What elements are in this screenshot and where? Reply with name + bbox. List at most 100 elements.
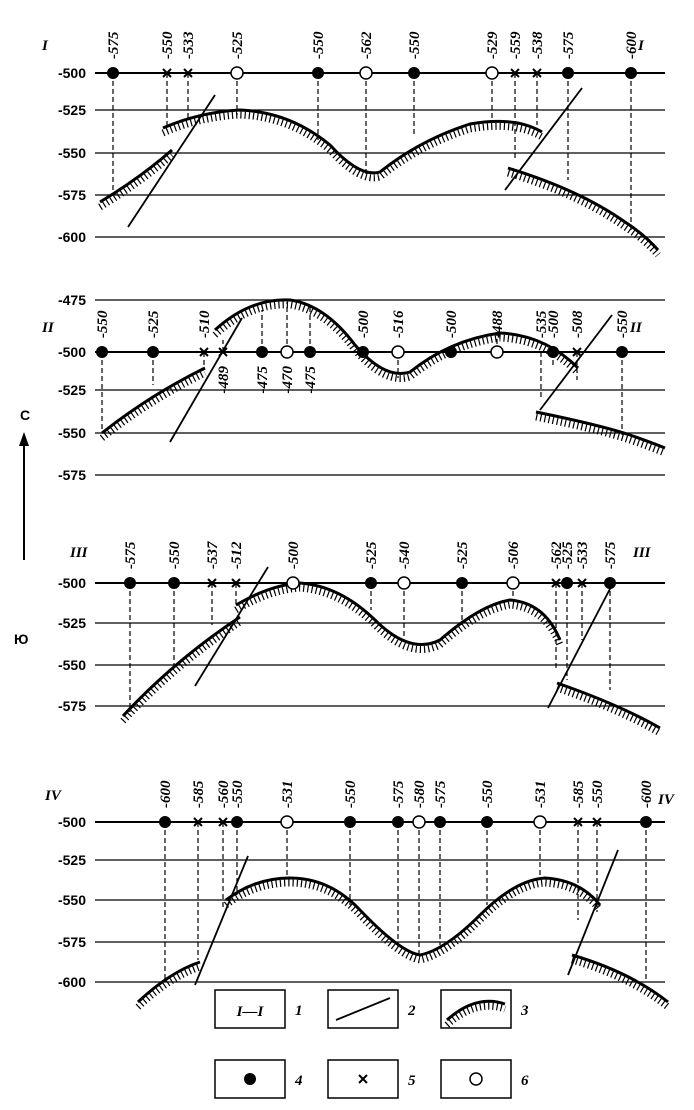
- well-open: [533, 815, 547, 829]
- well-depth: -550: [343, 780, 359, 808]
- well-depth: -600: [639, 780, 655, 808]
- well-depth: -500: [356, 310, 372, 338]
- label-bg: [30, 574, 90, 592]
- legend-surface: [445, 999, 506, 1022]
- well-depth: -488: [490, 310, 506, 338]
- north-label: С: [20, 407, 30, 423]
- surface: [556, 681, 661, 730]
- level-label: -500: [58, 814, 86, 830]
- surface: [99, 148, 173, 204]
- well-depth: -562: [359, 31, 375, 59]
- well-filled: [312, 67, 324, 79]
- surface: [571, 953, 669, 1004]
- legend-open: [469, 1072, 483, 1086]
- well-depth: -531: [533, 781, 549, 809]
- arrow-head: [19, 432, 29, 446]
- well-depth: -510: [197, 310, 213, 338]
- well-filled: [561, 577, 573, 589]
- fault: [194, 566, 269, 687]
- well-filled: [408, 67, 420, 79]
- level-label: -500: [58, 65, 86, 81]
- well-depth: -506: [506, 541, 522, 569]
- well-depth: -470: [280, 366, 296, 394]
- label-bg: [30, 381, 90, 399]
- label-bg: [30, 697, 90, 715]
- label-bg: [30, 891, 90, 909]
- well-depth: -550: [311, 31, 327, 59]
- well-open: [485, 66, 499, 80]
- well-open: [412, 815, 426, 829]
- legend-number: 6: [521, 1073, 529, 1089]
- surface: [121, 615, 241, 718]
- well-depth: -575: [603, 541, 619, 569]
- well-open: [286, 576, 300, 590]
- legend-hatch: [444, 1002, 507, 1028]
- section-label: IV: [657, 792, 676, 808]
- well-open: [359, 66, 373, 80]
- well-filled: [640, 816, 652, 828]
- well-depth: -537: [205, 541, 221, 569]
- well-open: [506, 576, 520, 590]
- level-label: -525: [58, 615, 86, 631]
- section-label: IV: [44, 788, 63, 804]
- well-filled: [147, 346, 159, 358]
- fault: [547, 584, 613, 709]
- well-depth: -533: [181, 31, 197, 59]
- section-label: III: [69, 545, 89, 561]
- label-bg: [30, 101, 90, 119]
- well-cross: [510, 68, 520, 78]
- well-filled: [392, 816, 404, 828]
- well-depth: -550: [590, 780, 606, 808]
- well-depth: -525: [364, 541, 380, 569]
- well-depth: -575: [123, 541, 139, 569]
- level-label: -525: [58, 852, 86, 868]
- surface-hatch: [98, 152, 175, 211]
- label-bg: [30, 228, 90, 246]
- label-bg: [30, 424, 90, 442]
- surface: [535, 410, 666, 450]
- well-depth: -550: [480, 780, 496, 808]
- fault: [127, 94, 216, 228]
- well-depth: -575: [391, 780, 407, 808]
- well-filled: [357, 346, 369, 358]
- legend-cross: [358, 1074, 368, 1084]
- surface: [213, 298, 580, 375]
- well-depth: -550: [167, 541, 183, 569]
- well-filled: [256, 346, 268, 358]
- label-bg: [30, 973, 90, 991]
- well-depth: -550: [230, 780, 246, 808]
- well-filled: [96, 346, 108, 358]
- well-filled: [625, 67, 637, 79]
- well-open: [280, 345, 294, 359]
- well-depth: -529: [485, 31, 501, 59]
- well-depth: -531: [280, 781, 296, 809]
- level-label: -500: [58, 575, 86, 591]
- well-depth: -575: [561, 31, 577, 59]
- well-cross: [199, 347, 209, 357]
- well-depth: -475: [255, 366, 271, 394]
- surface: [507, 166, 660, 251]
- surface: [235, 581, 562, 646]
- well-cross: [577, 578, 587, 588]
- surface: [162, 108, 543, 175]
- well-depth: -550: [615, 310, 631, 338]
- well-depth: -525: [146, 310, 162, 338]
- well-filled: [562, 67, 574, 79]
- well-cross: [162, 68, 172, 78]
- well-depth: -550: [407, 31, 423, 59]
- well-depth: -500: [444, 310, 460, 338]
- level-label: -550: [58, 145, 86, 161]
- level-label: -550: [58, 892, 86, 908]
- well-filled: [124, 577, 136, 589]
- label-bg: [30, 813, 90, 831]
- well-depth: -585: [191, 780, 207, 808]
- level-label: -575: [58, 467, 86, 483]
- well-cross: [532, 68, 542, 78]
- fault: [169, 317, 243, 443]
- well-depth: -560: [216, 780, 232, 808]
- well-filled: [365, 577, 377, 589]
- level-label: -475: [58, 292, 86, 308]
- label-bg: [30, 64, 90, 82]
- well-depth: -500: [546, 310, 562, 338]
